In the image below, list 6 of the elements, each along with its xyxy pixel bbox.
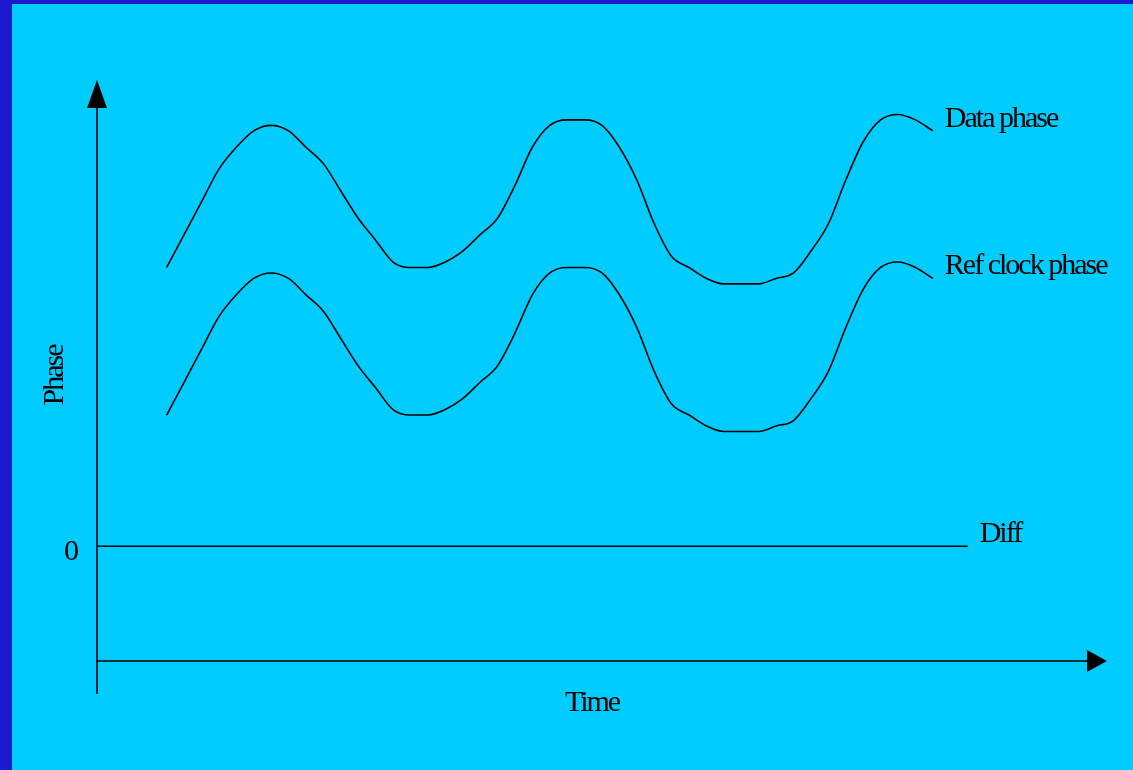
x-axis-title: Time (564, 683, 621, 717)
y-axis-title: Phase (35, 343, 69, 406)
text: 0 (64, 533, 78, 567)
series-label: Diff (979, 515, 1024, 549)
series-label: Ref clock phase (944, 247, 1109, 281)
series-label: Data phase (944, 99, 1059, 133)
